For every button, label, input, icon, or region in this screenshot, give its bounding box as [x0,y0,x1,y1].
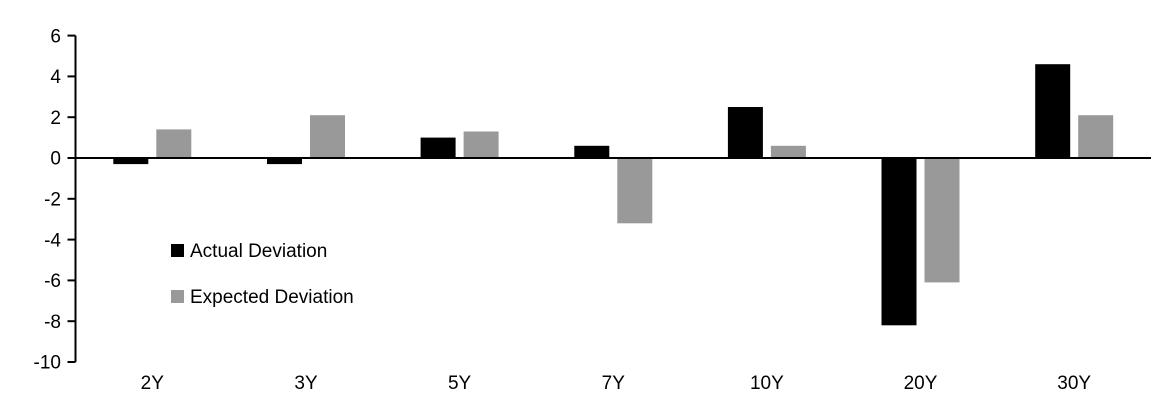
x-category-label-5Y: 5Y [448,373,472,394]
bar-expected-5Y [463,131,499,158]
y-tick-label: 2 [50,108,61,129]
legend-swatch-expected [171,290,184,303]
x-category-label-20Y: 20Y [904,373,938,394]
bar-expected-2Y [156,129,192,158]
legend-label: Actual Deviation [190,241,327,262]
y-tick-label: 0 [50,149,61,170]
bar-actual-20Y [881,158,917,326]
bar-expected-10Y [770,145,806,158]
bar-expected-7Y [617,158,653,224]
y-tick-label: -6 [44,271,61,292]
bar-actual-30Y [1035,64,1071,158]
y-tick-label: -10 [34,353,61,374]
bar-actual-7Y [574,145,610,158]
bar-expected-3Y [310,115,345,158]
bar-actual-5Y [420,137,456,158]
bar-expected-30Y [1078,115,1114,158]
x-category-label-3Y: 3Y [294,373,318,394]
legend-swatch-actual [171,244,184,257]
x-category-label-2Y: 2Y [141,373,165,394]
y-tick-label: 4 [50,67,61,88]
x-category-label-10Y: 10Y [750,373,784,394]
x-category-label-30Y: 30Y [1057,373,1091,394]
x-category-label-7Y: 7Y [602,373,626,394]
bar-actual-10Y [727,107,763,158]
legend-label: Expected Deviation [190,287,354,308]
bar-actual-3Y [267,158,302,165]
y-tick-label: 6 [50,26,61,47]
y-tick-label: -8 [44,312,61,333]
y-tick-label: -4 [44,230,61,251]
bar-expected-20Y [924,158,960,283]
bar-actual-2Y [113,158,149,165]
y-tick-label: -2 [44,189,61,210]
